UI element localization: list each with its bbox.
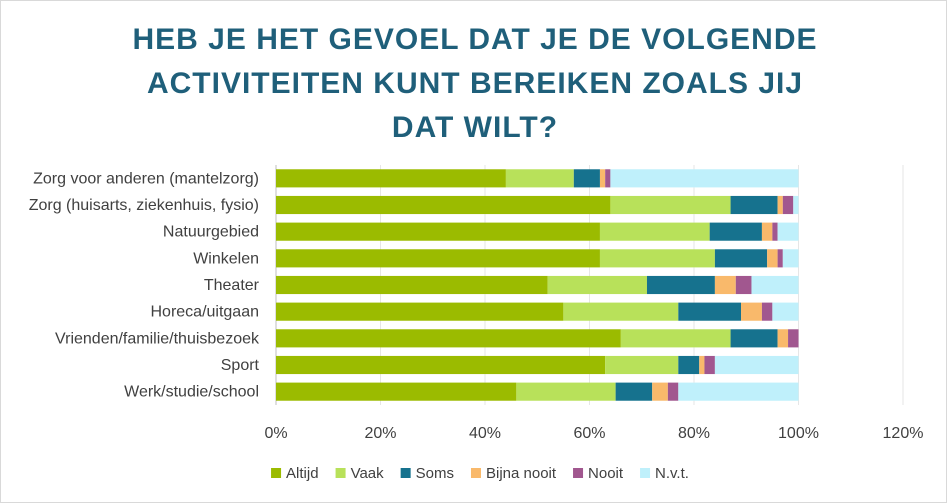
bar-bijna-nooit <box>767 249 778 268</box>
bar-n-v-t- <box>782 249 799 268</box>
bar-altijd <box>276 195 611 215</box>
bar-vaak <box>620 329 731 348</box>
bar-bijna-nooit <box>741 302 762 321</box>
category-label: Werk/studie/school <box>124 384 259 401</box>
bar-altijd <box>276 275 548 295</box>
legend-swatch <box>573 468 584 478</box>
bar-nooit <box>782 195 794 215</box>
bar-soms <box>709 222 762 241</box>
category-label: Vrienden/familie/thuisbezoek <box>55 330 260 347</box>
bar-nooit <box>772 222 778 241</box>
bar-vaak <box>563 302 679 321</box>
legend-label: Altijd <box>286 465 319 482</box>
bar-soms <box>678 302 742 321</box>
legend-swatch <box>335 468 346 478</box>
legend-label: Nooit <box>588 465 624 482</box>
x-tick-label: 120% <box>883 425 924 442</box>
bar-soms <box>615 382 653 401</box>
bar-nooit <box>704 355 715 375</box>
bar-n-v-t- <box>777 222 799 241</box>
bar-nooit <box>761 302 773 321</box>
bar-soms <box>573 169 600 188</box>
bar-altijd <box>276 222 600 241</box>
bar-nooit <box>667 382 679 401</box>
legend-label: Soms <box>416 465 454 482</box>
bar-soms <box>646 275 715 295</box>
x-tick-label: 100% <box>778 425 819 442</box>
chart-title: HEB JE HET GEVOEL DAT JE DE VOLGENDE ACT… <box>132 23 818 144</box>
bar-vaak <box>610 195 731 215</box>
bar-vaak <box>605 355 679 375</box>
bar-altijd <box>276 382 517 401</box>
category-label: Horeca/uitgaan <box>150 304 259 321</box>
bar-nooit <box>735 275 752 295</box>
category-label: Zorg voor anderen (mantelzorg) <box>33 170 259 187</box>
bar-altijd <box>276 249 600 268</box>
bar-vaak <box>505 169 574 188</box>
x-tick-label: 40% <box>469 425 501 442</box>
legend-label: Vaak <box>351 465 385 482</box>
legend-label: Bijna nooit <box>486 465 557 482</box>
bar-nooit <box>777 249 783 268</box>
bar-altijd <box>276 302 564 321</box>
bar-soms <box>730 329 778 348</box>
bar-vaak <box>516 382 616 401</box>
bar-altijd <box>276 169 506 188</box>
bar-nooit <box>788 329 799 348</box>
category-label: Zorg (huisarts, ziekenhuis, fysio) <box>29 197 259 214</box>
bar-bijna-nooit <box>761 222 773 241</box>
bar-vaak <box>599 222 710 241</box>
legend-swatch <box>400 468 411 478</box>
bar-bijna-nooit <box>777 195 783 215</box>
bar-bijna-nooit <box>599 169 606 188</box>
bar-soms <box>730 195 778 215</box>
bar-soms <box>678 355 700 375</box>
x-tick-label: 80% <box>678 425 710 442</box>
legend-swatch <box>640 468 651 478</box>
bar-n-v-t- <box>714 355 799 375</box>
bar-n-v-t- <box>610 169 799 188</box>
bar-bijna-nooit <box>699 355 705 375</box>
bar-bijna-nooit <box>714 275 736 295</box>
x-tick-label: 20% <box>364 425 396 442</box>
category-label: Theater <box>204 277 260 294</box>
legend-swatch <box>271 468 282 478</box>
bar-vaak <box>547 275 647 295</box>
legend-swatch <box>470 468 481 478</box>
category-label: Winkelen <box>193 250 259 267</box>
bar-n-v-t- <box>793 195 799 215</box>
bar-n-v-t- <box>751 275 799 295</box>
bar-n-v-t- <box>678 382 799 401</box>
bar-altijd <box>276 329 621 348</box>
bar-altijd <box>276 355 606 375</box>
category-label: Sport <box>221 357 260 374</box>
legend-label: N.v.t. <box>655 465 689 482</box>
bar-n-v-t- <box>772 302 799 321</box>
x-tick-label: 60% <box>573 425 605 442</box>
bar-bijna-nooit <box>652 382 668 401</box>
bar-soms <box>714 249 768 268</box>
bar-nooit <box>605 169 611 188</box>
bar-bijna-nooit <box>777 329 789 348</box>
category-label: Natuurgebied <box>163 224 259 241</box>
bar-vaak <box>599 249 715 268</box>
x-tick-label: 0% <box>264 425 287 442</box>
